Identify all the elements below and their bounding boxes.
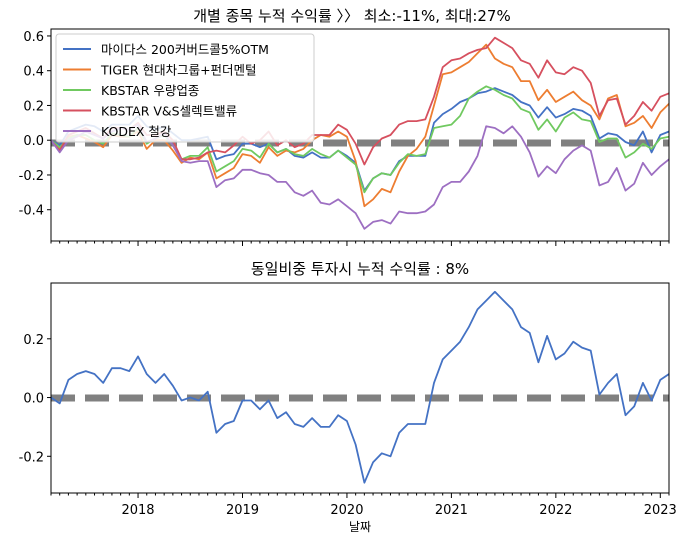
top-x-ticks [50,241,670,246]
top-chart-title: 개별 종목 누적 수익률 〉〉 최소:-11%, 최대:27% [193,7,510,25]
x-tick-label: 2021 [435,503,468,518]
top-y-ticks: 0.6 0.4 0.2 0.0 -0.2 -0.4 [19,30,51,219]
series-line-1-0 [51,290,669,484]
bottom-chart: 동일비중 투자시 누적 수익률 : 8% 0.2 0.0 -0.2 2018 2019… [19,260,677,534]
bottom-chart-plot [51,290,669,484]
legend-label: 마이다스 200커버드콜5%OTM [101,42,269,57]
legend-label: KBSTAR 우량업종 [101,83,199,98]
x-tick-label: 2018 [121,503,154,518]
bottom-y-ticks: 0.2 0.0 -0.2 [19,333,51,465]
y-tick-label: -0.2 [19,169,44,184]
x-tick-label: 2019 [226,503,259,518]
legend-label: TIGER 현대차그룹+펀더멘털 [100,63,257,78]
y-tick-label: 0.6 [23,30,44,45]
y-tick-label: 0.4 [23,65,44,80]
y-tick-label: -0.4 [19,204,44,219]
bottom-chart-frame [50,282,670,494]
x-axis-label: 날짜 [349,520,371,534]
bottom-x-ticks: 2018 2019 2020 2021 2022 2023 [50,493,677,518]
y-tick-label: -0.2 [19,450,44,465]
top-chart: 개별 종목 누적 수익률 〉〉 최소:-11%, 최대:27% 0.60.40.… [19,7,670,246]
bottom-chart-title: 동일비중 투자시 누적 수익률 : 8% [251,260,469,278]
x-tick-label: 2020 [330,503,363,518]
bottom-series-lines [51,290,669,484]
top-chart-frame [50,28,670,242]
y-tick-label: 0.0 [23,392,44,407]
legend-box [55,33,315,143]
legend-label: KODEX 철강 [101,124,172,139]
y-tick-label: 0.2 [23,333,44,348]
legend-label: KBSTAR V&S셀렉트밸류 [101,104,237,119]
x-tick-label: 2023 [644,503,677,518]
y-tick-label: 0.0 [23,134,44,149]
y-tick-label: 0.2 [23,99,44,114]
x-tick-label: 2022 [539,503,572,518]
legend: 마이다스 200커버드콜5%OTM TIGER 현대차그룹+펀더멘털 KBSTAR … [55,33,315,143]
